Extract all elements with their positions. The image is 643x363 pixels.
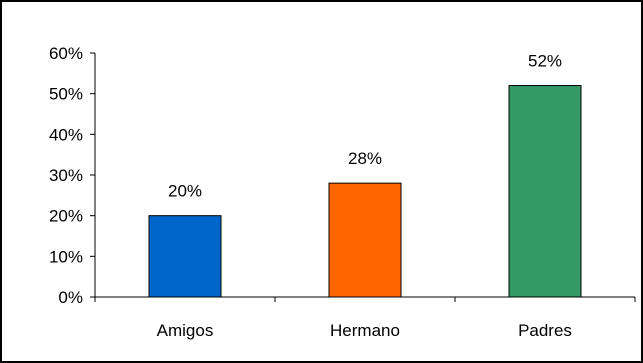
y-tick-label: 60%: [49, 44, 83, 63]
bar-padres: [508, 85, 582, 298]
y-tick-label: 40%: [49, 125, 83, 144]
data-label-amigos: 20%: [168, 182, 202, 201]
labels: 20% Amigos 28% Hermano 52% Padres: [157, 52, 572, 340]
y-tick-label: 50%: [49, 85, 83, 104]
y-tick-label: 10%: [49, 247, 83, 266]
data-label-padres: 52%: [528, 52, 562, 71]
bars: [148, 85, 582, 298]
y-tick-label: 0%: [58, 288, 83, 307]
bar-hermano: [328, 182, 402, 298]
category-label-amigos: Amigos: [157, 321, 214, 340]
y-tick-label: 20%: [49, 207, 83, 226]
category-label-padres: Padres: [518, 321, 572, 340]
bar-amigos: [148, 215, 222, 298]
category-label-hermano: Hermano: [330, 321, 400, 340]
y-tick-label: 30%: [49, 166, 83, 185]
data-label-hermano: 28%: [348, 149, 382, 168]
